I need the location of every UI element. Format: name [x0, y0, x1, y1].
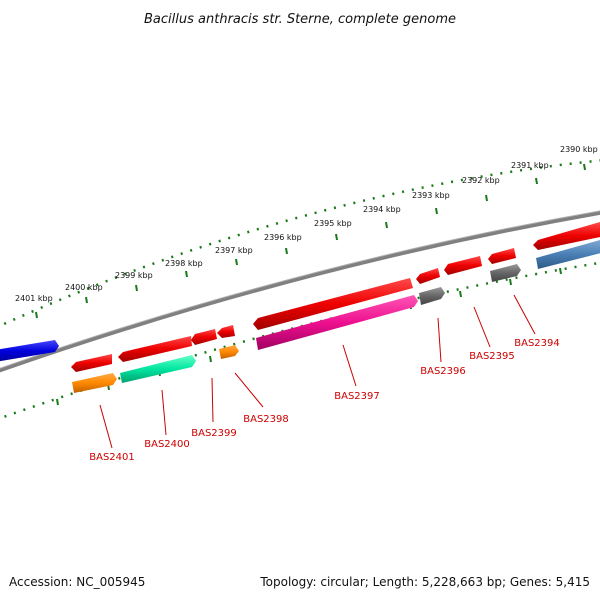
- gene-arrow-red-1[interactable]: [71, 354, 112, 372]
- scale-label-2397: 2397 kbp: [215, 246, 253, 255]
- reverse-strand-genes: [72, 240, 600, 393]
- outer-scale-major-ticks: [35, 163, 586, 319]
- scale-label-2396: 2396 kbp: [264, 233, 302, 242]
- gene-arrow-red-8[interactable]: [488, 248, 516, 264]
- gene-arrow-red-3[interactable]: [191, 329, 217, 345]
- outer-scale-ruler: [0, 159, 600, 328]
- gene-arrow-red-7[interactable]: [444, 256, 482, 275]
- genome-backbone-highlight: [0, 210, 600, 369]
- gene-arrow-red-6[interactable]: [416, 268, 440, 284]
- gene-label-leaders: [99, 294, 536, 449]
- gene-label-bas2399[interactable]: BAS2399: [191, 428, 237, 439]
- gene-labels: BAS2401 BAS2400 BAS2399 BAS2398 BAS2397 …: [89, 338, 560, 463]
- gene-arrow-steel-blue[interactable]: [536, 240, 600, 269]
- scale-label-2400: 2400 kbp: [65, 283, 103, 292]
- gene-arrow-orange-1[interactable]: [72, 373, 117, 393]
- gene-label-bas2397[interactable]: BAS2397: [334, 391, 380, 402]
- gene-arrow-red-2[interactable]: [118, 336, 192, 362]
- scale-label-2393: 2393 kbp: [412, 191, 450, 200]
- gene-label-bas2394[interactable]: BAS2394: [514, 338, 560, 349]
- gene-arrow-magenta[interactable]: [256, 295, 418, 350]
- genome-backbone: [0, 210, 600, 373]
- scale-label-2391: 2391 kbp: [511, 161, 549, 170]
- gene-arrow-gray-1[interactable]: [419, 287, 445, 305]
- gene-arrow-gray-2[interactable]: [490, 264, 521, 282]
- gene-arrow-orange-2[interactable]: [219, 345, 239, 359]
- scale-labels: 2401 kbp 2400 kbp 2399 kbp 2398 kbp 2397…: [15, 145, 598, 303]
- scale-label-2390: 2390 kbp: [560, 145, 598, 154]
- topology-text: Topology: circular; Length: 5,228,663 bp…: [260, 575, 590, 589]
- gene-arrow-red-9[interactable]: [533, 222, 600, 250]
- scale-label-2392: 2392 kbp: [462, 176, 500, 185]
- scale-label-2395: 2395 kbp: [314, 219, 352, 228]
- gene-arrow-blue[interactable]: [0, 340, 59, 362]
- gene-label-bas2395[interactable]: BAS2395: [469, 351, 515, 362]
- gene-arrow-red-5[interactable]: [253, 278, 413, 330]
- scale-label-2401: 2401 kbp: [15, 294, 53, 303]
- gene-label-bas2398[interactable]: BAS2398: [243, 414, 289, 425]
- map-title: Bacillus anthracis str. Sterne, complete…: [144, 12, 456, 27]
- accession-text: Accession: NC_005945: [9, 575, 146, 589]
- scale-label-2399: 2399 kbp: [115, 271, 153, 280]
- gene-label-bas2401[interactable]: BAS2401: [89, 452, 135, 463]
- forward-strand-genes: [0, 222, 600, 372]
- scale-label-2394: 2394 kbp: [363, 205, 401, 214]
- gene-label-bas2396[interactable]: BAS2396: [420, 366, 466, 377]
- scale-label-2398: 2398 kbp: [165, 259, 203, 268]
- gene-arrow-red-4[interactable]: [217, 325, 235, 338]
- gene-label-bas2400[interactable]: BAS2400: [144, 439, 190, 450]
- gene-arrow-green[interactable]: [120, 355, 196, 383]
